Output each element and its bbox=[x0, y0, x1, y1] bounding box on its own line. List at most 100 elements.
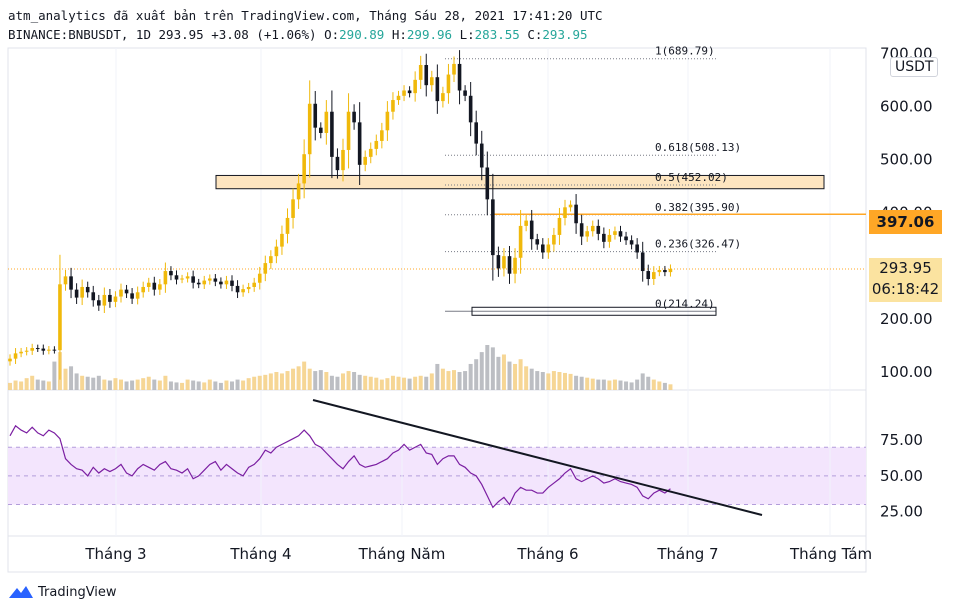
candle-body bbox=[174, 275, 179, 280]
candle-body bbox=[169, 271, 173, 276]
volume-bar bbox=[35, 379, 40, 390]
volume-bar bbox=[19, 381, 24, 390]
candle-body bbox=[346, 111, 351, 150]
rsi-tick-label: 75.00 bbox=[880, 431, 923, 449]
candle-body bbox=[640, 252, 645, 272]
currency-button[interactable]: USDT bbox=[890, 57, 939, 77]
rsi-tick-label: 25.00 bbox=[880, 503, 923, 521]
candle-body bbox=[35, 348, 40, 350]
candle-body bbox=[529, 220, 534, 240]
volume-bar bbox=[202, 382, 207, 390]
tradingview-logo[interactable]: TradingView bbox=[8, 584, 117, 600]
volume-bar bbox=[41, 380, 46, 390]
candle-body bbox=[269, 256, 273, 264]
candle-body bbox=[613, 231, 617, 235]
volume-bar bbox=[130, 380, 135, 390]
candle-body bbox=[146, 282, 151, 287]
candle-body bbox=[624, 236, 628, 241]
grid bbox=[115, 48, 831, 536]
candle-body bbox=[47, 349, 51, 351]
volume-bar bbox=[485, 345, 490, 390]
low-label: L: bbox=[459, 27, 475, 42]
volume-bar bbox=[568, 373, 573, 390]
volume-bar bbox=[241, 380, 246, 390]
volume-bar bbox=[596, 379, 601, 390]
support-box bbox=[471, 306, 717, 316]
candle-body bbox=[302, 154, 306, 184]
volume-bar bbox=[185, 379, 190, 390]
candle-body bbox=[563, 207, 567, 218]
candle-body bbox=[546, 244, 551, 253]
volume-bar bbox=[69, 366, 74, 390]
volume-bar bbox=[585, 377, 590, 390]
close-label: C: bbox=[527, 27, 543, 42]
volume-bar bbox=[590, 378, 595, 390]
volume-bar bbox=[385, 378, 390, 390]
volume-bar bbox=[363, 375, 368, 390]
volume-bar bbox=[119, 379, 123, 390]
volume-bar bbox=[551, 371, 556, 390]
volume-bar bbox=[529, 368, 534, 390]
candle-body bbox=[574, 204, 578, 224]
candle-body bbox=[479, 143, 484, 168]
volume-bar bbox=[612, 379, 617, 390]
candle-body bbox=[263, 263, 268, 274]
volume-bar bbox=[357, 374, 362, 390]
candlesticks bbox=[8, 50, 673, 380]
volume-bar bbox=[629, 382, 634, 390]
candle-body bbox=[135, 292, 140, 299]
volume-bar bbox=[424, 376, 429, 390]
time-tick-label: Tháng 3 bbox=[84, 545, 146, 563]
candle-body bbox=[357, 122, 362, 165]
volume-bar bbox=[413, 376, 418, 390]
fib-label: 0.618(508.13) bbox=[655, 141, 741, 154]
candle-body bbox=[602, 233, 606, 242]
candle-body bbox=[163, 271, 168, 285]
volume-bar bbox=[107, 380, 112, 390]
horizontal-level bbox=[8, 213, 866, 270]
volume-bar bbox=[63, 368, 68, 390]
candle-body bbox=[280, 233, 284, 247]
volume-bar bbox=[157, 380, 162, 390]
price-tick-label: 600.00 bbox=[880, 97, 933, 115]
volume-bar bbox=[274, 372, 279, 390]
candle-body bbox=[8, 358, 12, 362]
volume-bar bbox=[268, 373, 273, 390]
volume-bar bbox=[318, 370, 323, 390]
volume-bar bbox=[124, 381, 129, 390]
candle-body bbox=[607, 234, 612, 242]
candle-body bbox=[208, 278, 212, 281]
volume-bar bbox=[135, 379, 140, 390]
volume-bar bbox=[374, 377, 379, 390]
volume-bar bbox=[74, 373, 79, 390]
candle-body bbox=[518, 225, 523, 258]
rsi-trendline bbox=[312, 399, 763, 516]
volume-bar bbox=[540, 372, 545, 390]
volume-bar bbox=[80, 375, 85, 390]
candle-body bbox=[452, 63, 456, 75]
candle-body bbox=[330, 111, 334, 157]
volume-bars bbox=[8, 345, 673, 390]
volume-bar bbox=[141, 378, 146, 390]
volume-bar bbox=[513, 363, 518, 390]
candle-body bbox=[285, 217, 290, 234]
volume-bar bbox=[218, 382, 223, 390]
fib-label: 0.382(395.90) bbox=[655, 201, 741, 214]
open-value: 290.89 bbox=[339, 27, 385, 42]
trendline bbox=[312, 399, 763, 516]
volume-bar bbox=[13, 380, 18, 390]
candle-body bbox=[363, 156, 367, 165]
price-tick-label: 100.00 bbox=[880, 363, 933, 381]
candle-body bbox=[319, 127, 323, 133]
candle-body bbox=[541, 244, 545, 253]
volume-bar bbox=[307, 368, 312, 390]
open-label: O: bbox=[324, 27, 340, 42]
volume-bar bbox=[496, 356, 501, 390]
resistance-zone-box bbox=[215, 174, 825, 190]
symbol-label[interactable]: BINANCE:BNBUSDT, 1D 293.95 bbox=[8, 27, 204, 42]
rsi-band bbox=[8, 446, 866, 506]
candle-body bbox=[468, 95, 473, 123]
candle-body bbox=[496, 255, 501, 269]
volume-bar bbox=[246, 378, 251, 390]
volume-bar bbox=[624, 381, 629, 390]
